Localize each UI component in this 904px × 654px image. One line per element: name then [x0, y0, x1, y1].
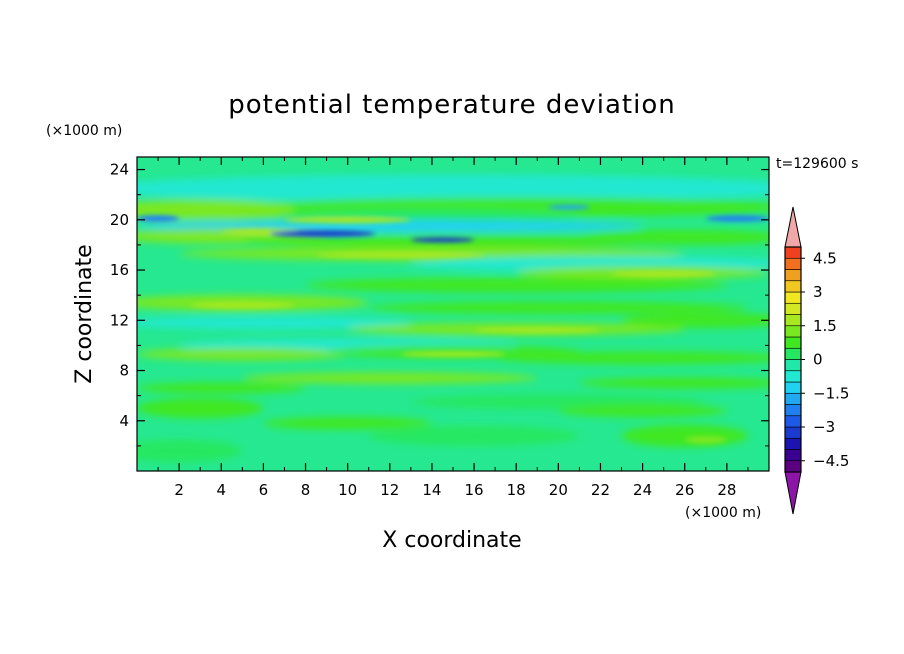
- colorbar-under-arrow: [784, 471, 802, 515]
- field-patch: [189, 302, 295, 309]
- x-axis-ticks: 2 4 6 8 10 12 14 16 18 20 22 24 26 28: [157, 157, 749, 499]
- x-tick-label: 10: [338, 481, 357, 499]
- field-patch: [474, 327, 601, 333]
- y-tick-label: 8: [119, 362, 129, 380]
- x-tick-label: 8: [301, 481, 311, 499]
- colorbar-segment: [784, 302, 802, 315]
- field-patch: [137, 316, 411, 330]
- x-tick-label: 12: [380, 481, 399, 499]
- colorbar-segment: [784, 314, 802, 327]
- y-tick-label: 12: [110, 311, 129, 329]
- y-unit-label: (×1000 m): [46, 123, 122, 139]
- x-tick-label: 18: [507, 481, 526, 499]
- colorbar-segment: [784, 291, 802, 304]
- y-tick-label: 4: [119, 412, 129, 430]
- colorbar-ticks: 4.5 3 1.5 0 −1.5 −3 −4.5: [801, 249, 849, 470]
- colorbar-tick-label: −1.5: [813, 384, 849, 402]
- colorbar-segment: [784, 325, 802, 338]
- field-patch: [621, 424, 748, 448]
- field-patch: [305, 277, 727, 293]
- contour-field: [137, 157, 769, 471]
- y-tick-label: 24: [110, 161, 129, 179]
- colorbar-segment: [784, 460, 802, 473]
- colorbar-tick-label: 3: [813, 283, 823, 301]
- y-tick-label: 20: [110, 211, 129, 229]
- field-patch: [137, 398, 264, 419]
- field-patch: [705, 215, 769, 222]
- x-unit-label: (×1000 m): [685, 505, 761, 521]
- colorbar-segment: [784, 257, 802, 270]
- x-tick-label: 14: [422, 481, 441, 499]
- field-patch: [400, 351, 506, 357]
- field-patch: [368, 301, 748, 314]
- colorbar-segment: [784, 426, 802, 439]
- colorbar-segment: [784, 347, 802, 360]
- x-tick-label: 28: [717, 481, 736, 499]
- colorbar-tick-label: 1.5: [813, 317, 837, 335]
- field-patch: [579, 229, 769, 245]
- colorbar-segment: [784, 246, 802, 259]
- field-patch: [137, 382, 306, 394]
- field-patch: [547, 204, 590, 210]
- field-patch: [242, 372, 538, 384]
- field-patch: [284, 216, 411, 223]
- field-patch: [263, 416, 432, 430]
- colorbar-over-arrow: [784, 206, 802, 248]
- time-label: t=129600 s: [776, 156, 858, 172]
- colorbar-segment: [784, 415, 802, 428]
- colorbar-segment: [784, 381, 802, 394]
- field-patch: [137, 215, 180, 222]
- colorbar: [784, 206, 802, 515]
- colorbar-tick-label: 4.5: [813, 249, 837, 267]
- colorbar-segment: [784, 359, 802, 372]
- field-patch: [558, 404, 727, 417]
- x-tick-label: 4: [216, 481, 226, 499]
- field-patch: [137, 439, 243, 463]
- x-tick-label: 22: [591, 481, 610, 499]
- colorbar-segment: [784, 280, 802, 293]
- field-patch: [621, 312, 769, 328]
- x-tick-label: 6: [259, 481, 269, 499]
- colorbar-segment: [784, 449, 802, 462]
- colorbar-segment: [784, 370, 802, 383]
- field-patch: [137, 219, 643, 233]
- x-tick-label: 2: [174, 481, 184, 499]
- colorbar-tick-label: 0: [813, 351, 823, 369]
- colorbar-tick-label: −3: [813, 418, 835, 436]
- x-tick-label: 20: [549, 481, 568, 499]
- field-patch: [611, 270, 717, 277]
- colorbar-tick-label: −4.5: [813, 452, 849, 470]
- colorbar-segment: [784, 269, 802, 282]
- y-axis-ticks: 4 8 12 16 20 24: [110, 161, 769, 447]
- colorbar-segment: [784, 404, 802, 417]
- x-tick-label: 24: [633, 481, 652, 499]
- x-tick-label: 16: [465, 481, 484, 499]
- field-patch: [137, 174, 769, 203]
- field-patch: [316, 251, 485, 259]
- field-patch: [137, 199, 295, 220]
- colorbar-segment: [784, 437, 802, 450]
- field-patch: [137, 347, 348, 361]
- y-tick-label: 16: [110, 261, 129, 279]
- x-axis-label: X coordinate: [382, 528, 521, 553]
- field-patch: [495, 351, 769, 365]
- field-patch: [269, 230, 376, 237]
- field-patch: [368, 425, 580, 446]
- field-patch: [579, 377, 769, 389]
- field-patch: [410, 237, 475, 243]
- x-tick-label: 26: [675, 481, 694, 499]
- chart-title: potential temperature deviation: [228, 90, 675, 120]
- y-axis-label: Z coordinate: [72, 244, 97, 383]
- field-patch: [684, 435, 727, 444]
- colorbar-segment: [784, 392, 802, 405]
- colorbar-segment: [784, 336, 802, 349]
